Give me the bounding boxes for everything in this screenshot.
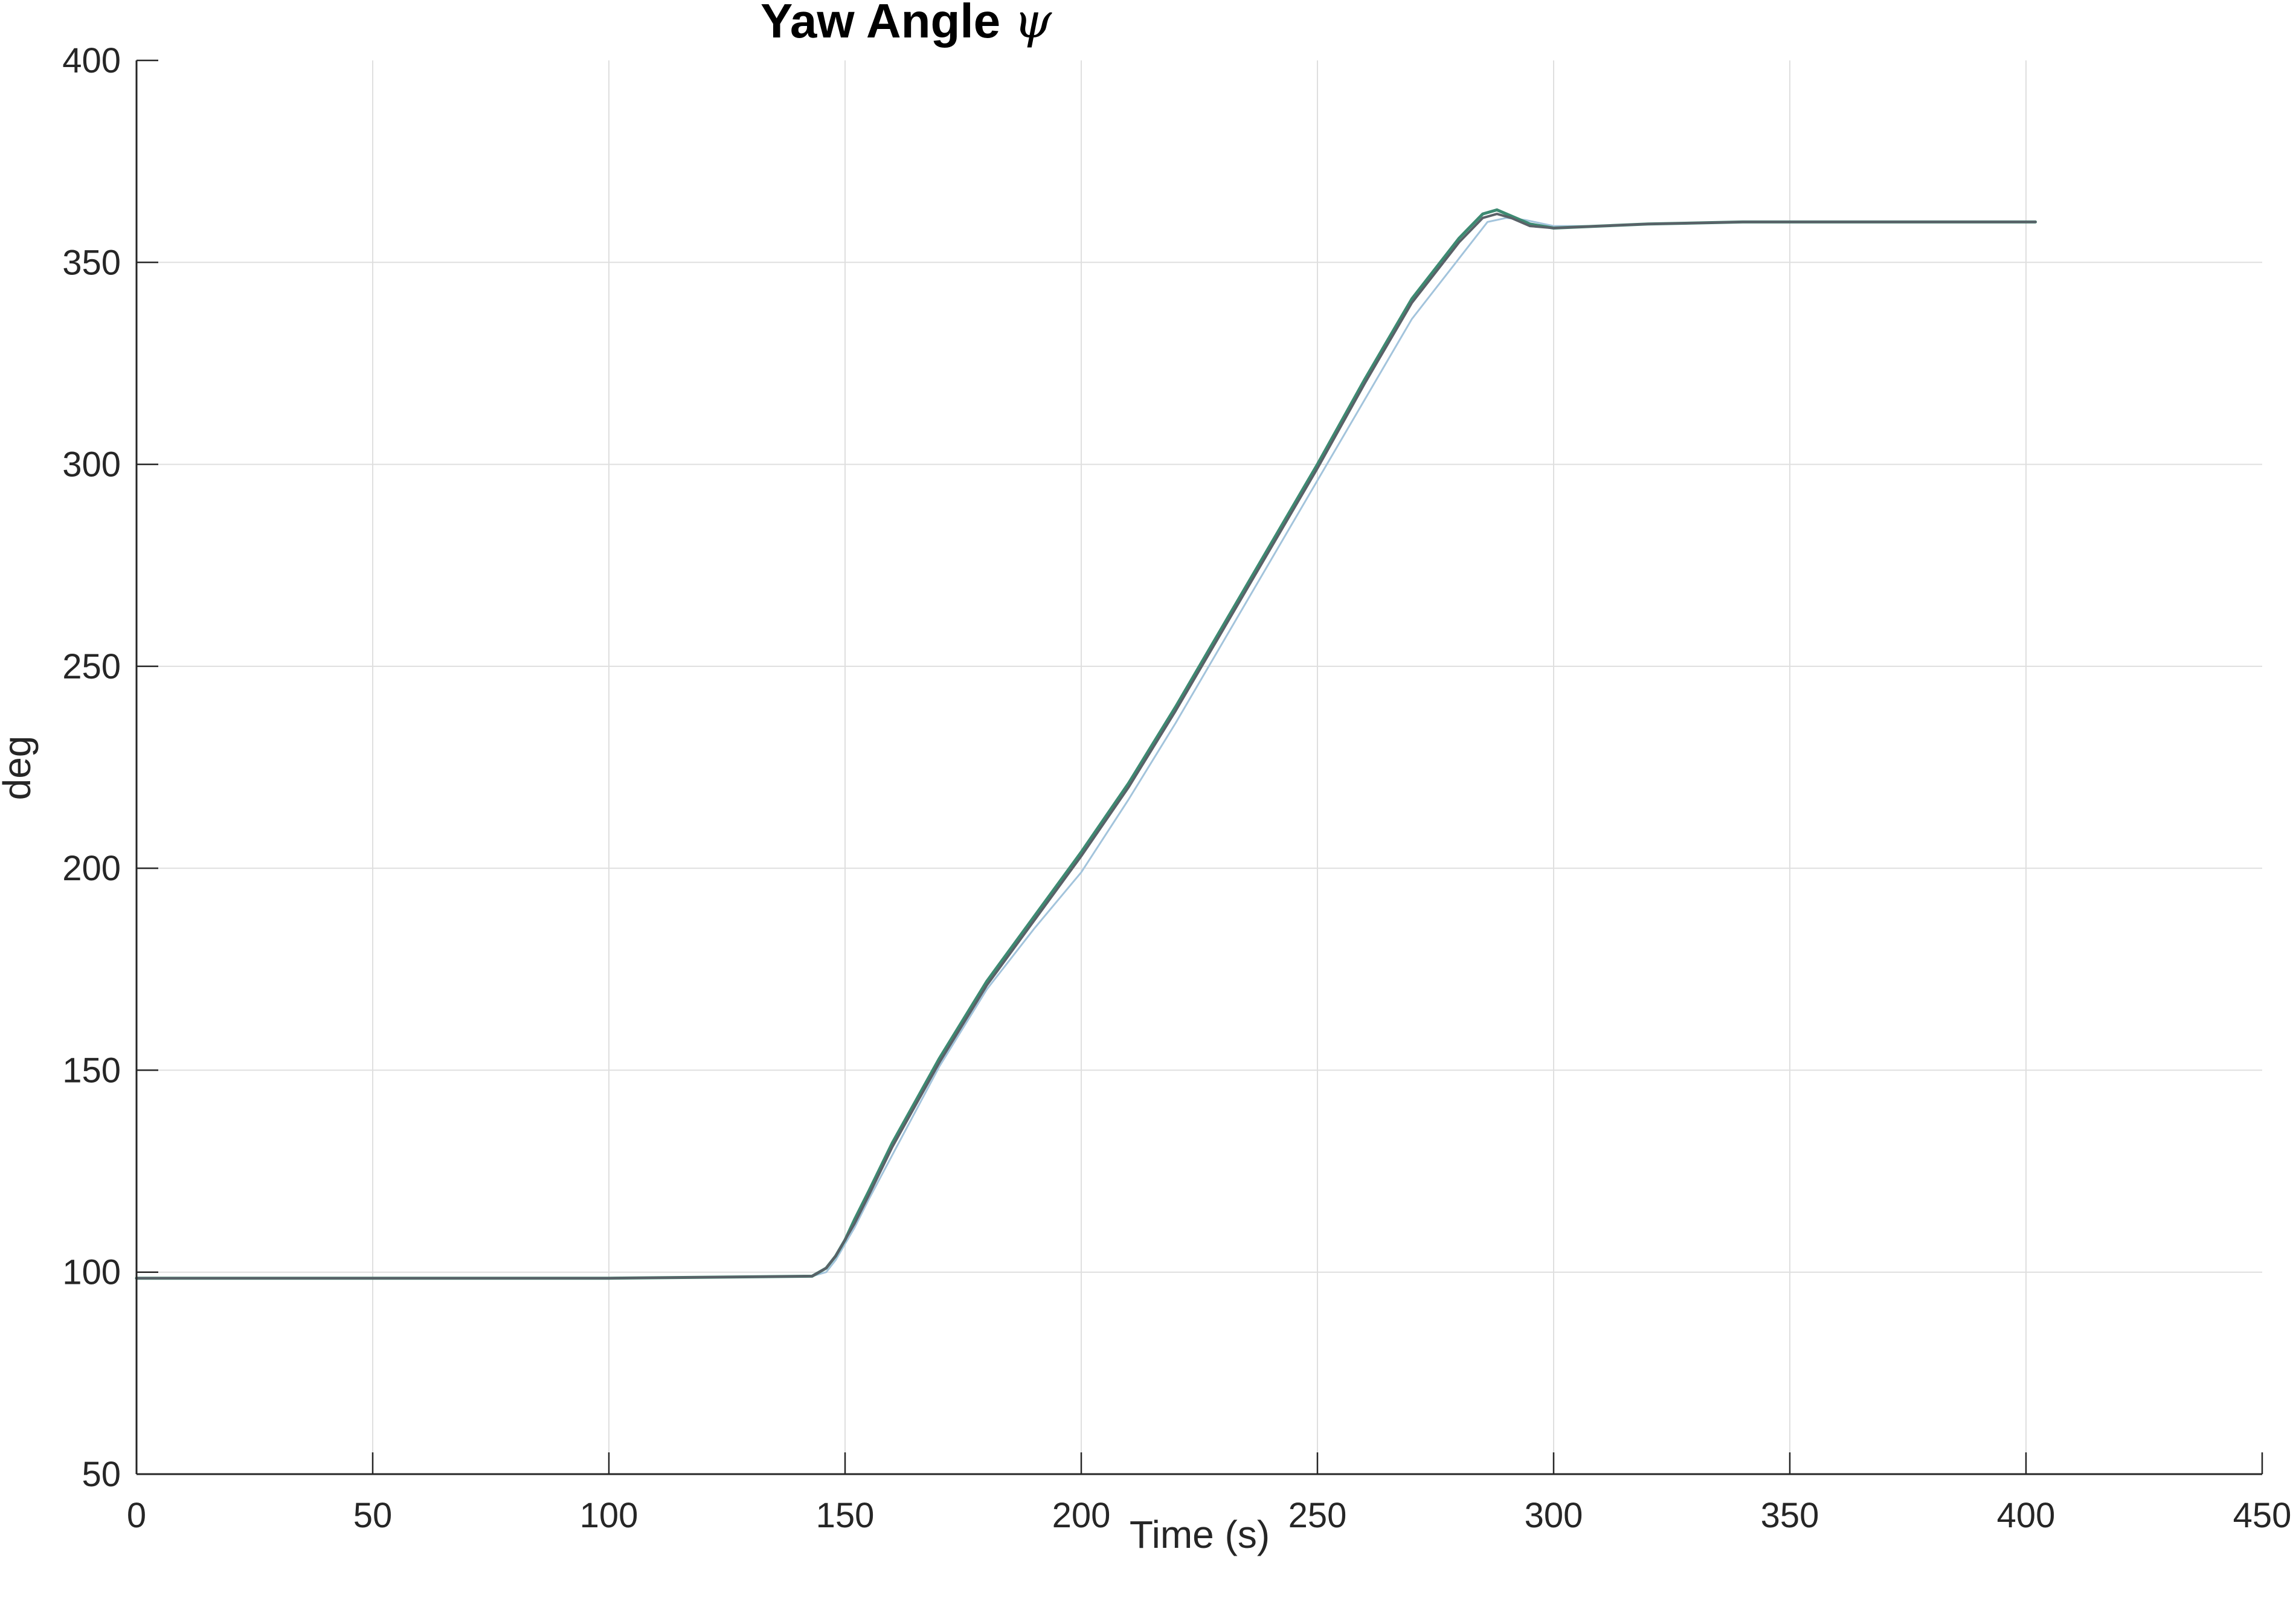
- x-tick-label: 50: [353, 1496, 393, 1535]
- chart-title-text: Yaw Angle: [761, 0, 1000, 48]
- x-tick-label: 100: [580, 1496, 638, 1535]
- x-tick-label: 150: [816, 1496, 875, 1535]
- x-tick-label: 0: [127, 1496, 146, 1535]
- x-tick-label: 200: [1052, 1496, 1111, 1535]
- x-axis-label: Time (s): [1130, 1513, 1270, 1556]
- x-tick-label: 450: [2233, 1496, 2292, 1535]
- series-layer: [135, 208, 2037, 1280]
- y-tick-label: 400: [62, 41, 121, 80]
- y-tick-label: 150: [62, 1051, 121, 1090]
- tick-labels: 0 50 100 150 200 250 300 350 400 4505010015020025…: [62, 41, 2291, 1535]
- grid-lines: [137, 60, 2262, 1474]
- y-tick-label: 200: [62, 849, 121, 888]
- x-tick-label: 300: [1525, 1496, 1583, 1535]
- y-axis-label: deg: [0, 736, 39, 800]
- x-tick-label: 400: [1997, 1496, 2056, 1535]
- x-tick-label: 250: [1288, 1496, 1347, 1535]
- y-tick-label: 100: [62, 1253, 121, 1292]
- chart-title-symbol: ψ: [1014, 0, 1052, 49]
- axes: [135, 59, 2263, 1475]
- y-tick-label: 350: [62, 243, 121, 282]
- y-tick-label: 250: [62, 647, 121, 686]
- series-line: [135, 213, 2037, 1280]
- x-tick-label: 350: [1761, 1496, 1819, 1535]
- y-tick-label: 300: [62, 445, 121, 485]
- y-tick-label: 50: [82, 1455, 121, 1494]
- chart-title: Yaw Angle ψ: [761, 0, 1052, 49]
